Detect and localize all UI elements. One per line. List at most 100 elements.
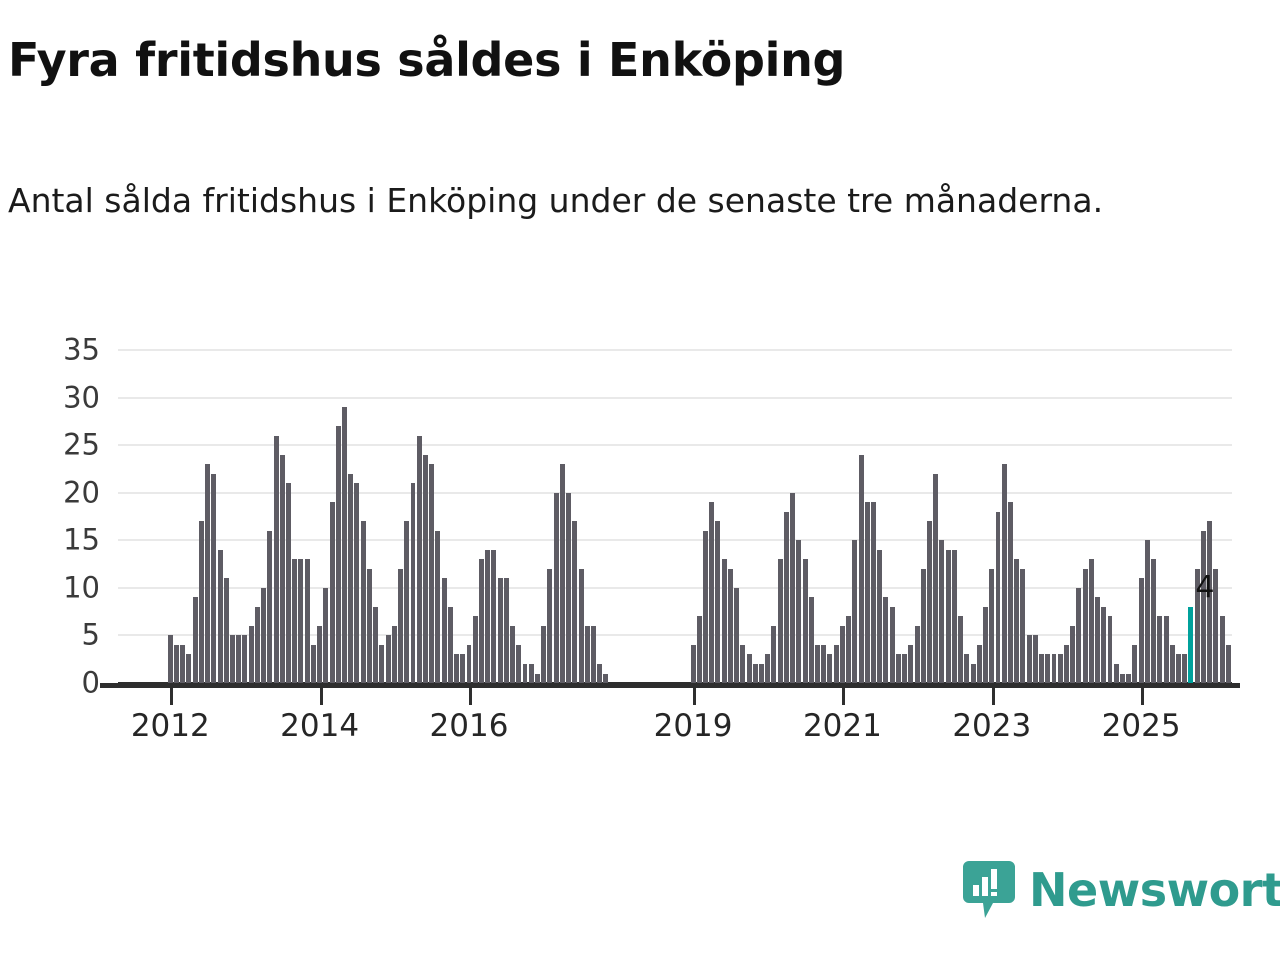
- bar: [516, 644, 522, 683]
- bar: [429, 464, 435, 683]
- bar: [460, 654, 466, 683]
- bar: [902, 654, 908, 683]
- bar: [796, 540, 802, 683]
- bar: [752, 663, 758, 683]
- bar: [230, 635, 235, 683]
- bar: [783, 511, 789, 683]
- bar: [497, 578, 503, 683]
- bar: [895, 654, 901, 683]
- bar: [167, 635, 173, 683]
- bar: [908, 644, 914, 683]
- y-axis-labels: 0 5 10 15 20 25 30 35: [38, 335, 100, 697]
- bar: [759, 663, 764, 683]
- bar: [559, 464, 565, 683]
- bar: [1119, 673, 1125, 683]
- gridline: [118, 634, 1232, 637]
- x-axis-tick: [170, 688, 174, 705]
- bar: [790, 492, 796, 683]
- bar: [211, 473, 217, 683]
- bar: [1200, 530, 1206, 683]
- newsworthy-logo[interactable]: Newsworthy: [963, 861, 1280, 919]
- bar: [734, 587, 740, 683]
- bar: [833, 644, 839, 683]
- bar: [566, 492, 572, 683]
- x-axis-tick-label: 2023: [952, 708, 1032, 744]
- bar: [939, 540, 945, 683]
- x-axis-tick: [469, 688, 472, 705]
- y-axis-tick-label: 30: [63, 380, 100, 415]
- bar: [416, 435, 422, 683]
- bar: [422, 454, 428, 683]
- bar: [1113, 663, 1119, 683]
- gridline: [118, 491, 1232, 494]
- x-axis-tick-label: 2012: [130, 708, 210, 744]
- y-axis-tick-label: 15: [63, 522, 100, 557]
- bar: [342, 407, 347, 683]
- bar: [441, 578, 447, 683]
- bar: [746, 654, 752, 683]
- bar: [920, 568, 926, 683]
- bar: [871, 502, 876, 683]
- x-axis-tick-label: 2014: [280, 708, 360, 744]
- x-axis-tick: [842, 688, 846, 705]
- x-axis-tick-label: 2025: [1101, 708, 1181, 744]
- bar: [348, 473, 354, 683]
- bar: [410, 483, 416, 683]
- bar: [945, 549, 951, 683]
- bar: [771, 625, 777, 683]
- bar: [815, 644, 820, 683]
- bar: [1157, 616, 1163, 683]
- bar: [310, 644, 316, 683]
- y-axis-tick-label: 25: [63, 427, 100, 462]
- bar: [1182, 654, 1188, 683]
- bar: [1144, 540, 1150, 683]
- bar: [354, 483, 360, 683]
- bar: [802, 559, 808, 683]
- bar: [292, 559, 298, 683]
- bar: [1039, 654, 1045, 683]
- bar: [205, 464, 211, 683]
- bar: [273, 435, 279, 683]
- bar: [964, 654, 970, 683]
- bar: [478, 559, 484, 683]
- bar: [192, 597, 198, 683]
- bar: [391, 625, 397, 683]
- bar: [927, 521, 933, 683]
- bar: [821, 644, 827, 683]
- bar: [846, 616, 852, 683]
- bar: [597, 663, 603, 683]
- bar: [279, 454, 285, 683]
- bar: [323, 587, 329, 683]
- bar: [864, 502, 870, 683]
- bar: [1207, 521, 1213, 683]
- bar: [547, 568, 553, 683]
- bar: [1026, 635, 1032, 683]
- gridline: [118, 444, 1232, 447]
- bar: [1169, 644, 1175, 683]
- gridline: [118, 396, 1232, 399]
- bar: [1101, 606, 1107, 683]
- bar: [584, 625, 590, 683]
- bar: [970, 663, 976, 683]
- bar: [1213, 568, 1219, 683]
- bar: [435, 530, 441, 683]
- bar: [541, 625, 547, 683]
- x-axis-tick: [1141, 688, 1145, 705]
- bar: [951, 549, 957, 683]
- bar: [1138, 578, 1144, 683]
- bar: [379, 644, 385, 683]
- bar: [447, 606, 453, 683]
- bar: [852, 540, 858, 683]
- bar: [839, 625, 845, 683]
- bar: [317, 625, 323, 683]
- bar: [261, 587, 267, 683]
- bar: [1007, 502, 1013, 683]
- bar: [553, 492, 559, 683]
- bar: [174, 644, 179, 683]
- bar: [1194, 568, 1200, 683]
- bar-value-label: 4: [1195, 569, 1215, 605]
- bar: [298, 559, 304, 683]
- newsworthy-bar-bubble-icon: [963, 861, 1015, 919]
- bar: [777, 559, 783, 683]
